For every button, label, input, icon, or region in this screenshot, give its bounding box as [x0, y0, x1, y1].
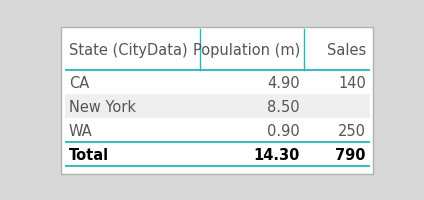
Text: 8.50: 8.50	[268, 99, 300, 114]
FancyBboxPatch shape	[64, 119, 370, 143]
Text: Sales: Sales	[326, 43, 366, 58]
FancyBboxPatch shape	[61, 28, 374, 174]
Text: Total: Total	[69, 147, 109, 162]
Text: WA: WA	[69, 123, 92, 138]
FancyBboxPatch shape	[64, 143, 370, 166]
Text: 790: 790	[335, 147, 366, 162]
Text: 4.90: 4.90	[268, 75, 300, 90]
Text: 140: 140	[338, 75, 366, 90]
Text: New York: New York	[69, 99, 136, 114]
FancyBboxPatch shape	[64, 71, 370, 95]
Text: CA: CA	[69, 75, 89, 90]
Text: Population (m): Population (m)	[193, 43, 300, 58]
Text: 0.90: 0.90	[268, 123, 300, 138]
FancyBboxPatch shape	[64, 95, 370, 119]
Text: 14.30: 14.30	[254, 147, 300, 162]
Text: 250: 250	[338, 123, 366, 138]
Text: State (CityData): State (CityData)	[69, 43, 187, 58]
